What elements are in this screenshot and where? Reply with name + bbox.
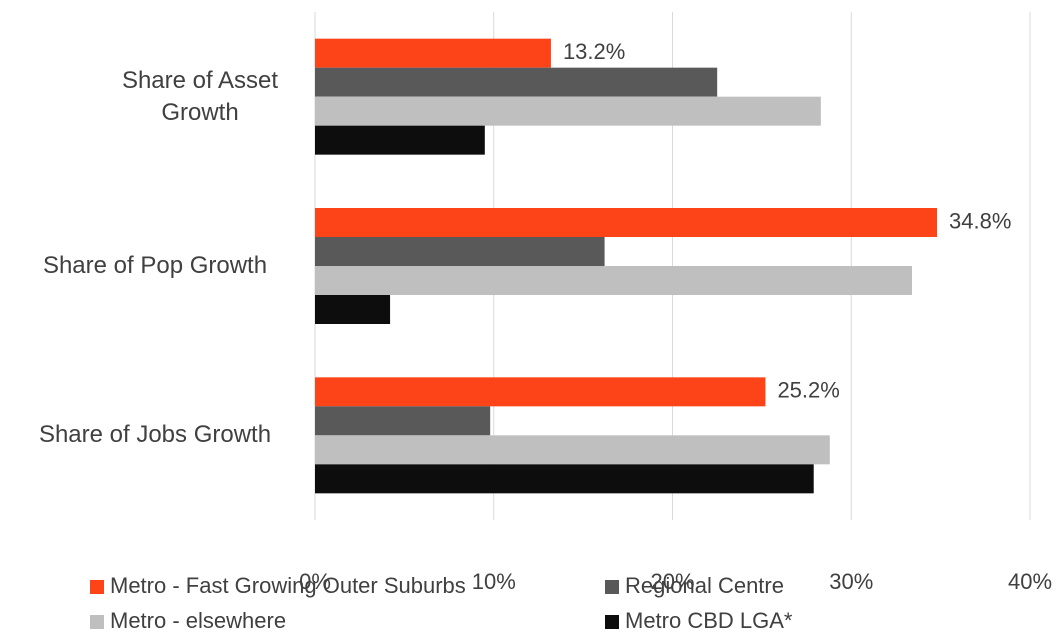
bar <box>315 464 814 494</box>
y-tick-label: Share of Pop Growth <box>42 252 268 279</box>
data-label: 13.2% <box>563 39 625 64</box>
x-tick-label: 0% <box>299 569 331 594</box>
legend-swatch <box>90 580 104 594</box>
legend-swatch <box>605 615 619 629</box>
bar <box>315 377 766 407</box>
bar <box>315 38 551 68</box>
y-tick-label: Share of Asset Growth <box>121 66 279 126</box>
legend-label: Regional Centre <box>625 573 784 598</box>
bar <box>315 266 913 295</box>
legend-label: Metro - elsewhere <box>110 608 286 633</box>
x-tick-label: 40% <box>1008 569 1052 594</box>
bar <box>315 237 605 266</box>
data-label: 25.2% <box>777 378 839 403</box>
x-tick-label: 10% <box>472 569 516 594</box>
bar <box>315 96 821 126</box>
bar <box>315 125 485 155</box>
bar <box>315 208 938 237</box>
legend-label: Metro - Fast Growing Outer Suburbs <box>110 573 466 598</box>
data-label: 34.8% <box>949 208 1011 233</box>
x-tick-label: 30% <box>829 569 873 594</box>
bar <box>315 67 718 97</box>
bar <box>315 295 391 324</box>
legend-label: Metro CBD LGA* <box>625 608 793 633</box>
bar <box>315 406 491 436</box>
bar <box>315 435 830 465</box>
y-tick-label: Share of Jobs Growth <box>38 421 272 449</box>
legend-swatch <box>605 580 619 594</box>
x-tick-label: 20% <box>650 569 694 594</box>
legend-swatch <box>90 615 104 629</box>
